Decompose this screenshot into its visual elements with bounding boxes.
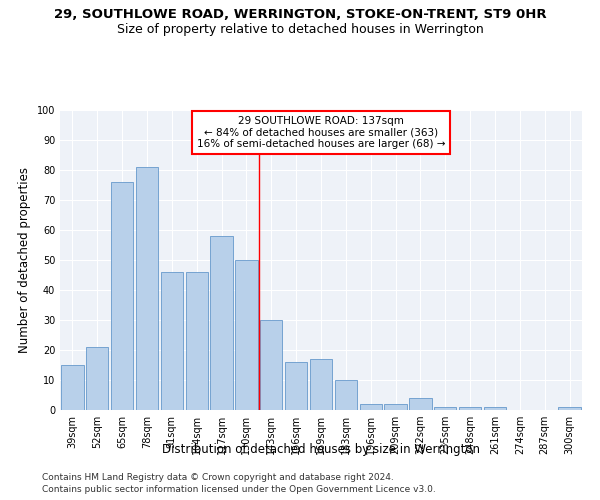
- Bar: [136, 167, 158, 410]
- Bar: [260, 320, 283, 410]
- Text: Size of property relative to detached houses in Werrington: Size of property relative to detached ho…: [116, 22, 484, 36]
- Bar: [459, 407, 481, 410]
- Bar: [111, 182, 133, 410]
- Bar: [559, 407, 581, 410]
- Bar: [359, 404, 382, 410]
- Bar: [434, 407, 457, 410]
- Bar: [235, 260, 257, 410]
- Bar: [335, 380, 357, 410]
- Bar: [211, 236, 233, 410]
- Text: Contains HM Land Registry data © Crown copyright and database right 2024.: Contains HM Land Registry data © Crown c…: [42, 472, 394, 482]
- Bar: [310, 359, 332, 410]
- Y-axis label: Number of detached properties: Number of detached properties: [18, 167, 31, 353]
- Bar: [385, 404, 407, 410]
- Text: Distribution of detached houses by size in Werrington: Distribution of detached houses by size …: [162, 442, 480, 456]
- Bar: [161, 272, 183, 410]
- Bar: [484, 407, 506, 410]
- Bar: [61, 365, 83, 410]
- Bar: [285, 362, 307, 410]
- Text: Contains public sector information licensed under the Open Government Licence v3: Contains public sector information licen…: [42, 485, 436, 494]
- Text: 29, SOUTHLOWE ROAD, WERRINGTON, STOKE-ON-TRENT, ST9 0HR: 29, SOUTHLOWE ROAD, WERRINGTON, STOKE-ON…: [53, 8, 547, 20]
- Text: 29 SOUTHLOWE ROAD: 137sqm
← 84% of detached houses are smaller (363)
16% of semi: 29 SOUTHLOWE ROAD: 137sqm ← 84% of detac…: [197, 116, 445, 149]
- Bar: [185, 272, 208, 410]
- Bar: [86, 347, 109, 410]
- Bar: [409, 398, 431, 410]
